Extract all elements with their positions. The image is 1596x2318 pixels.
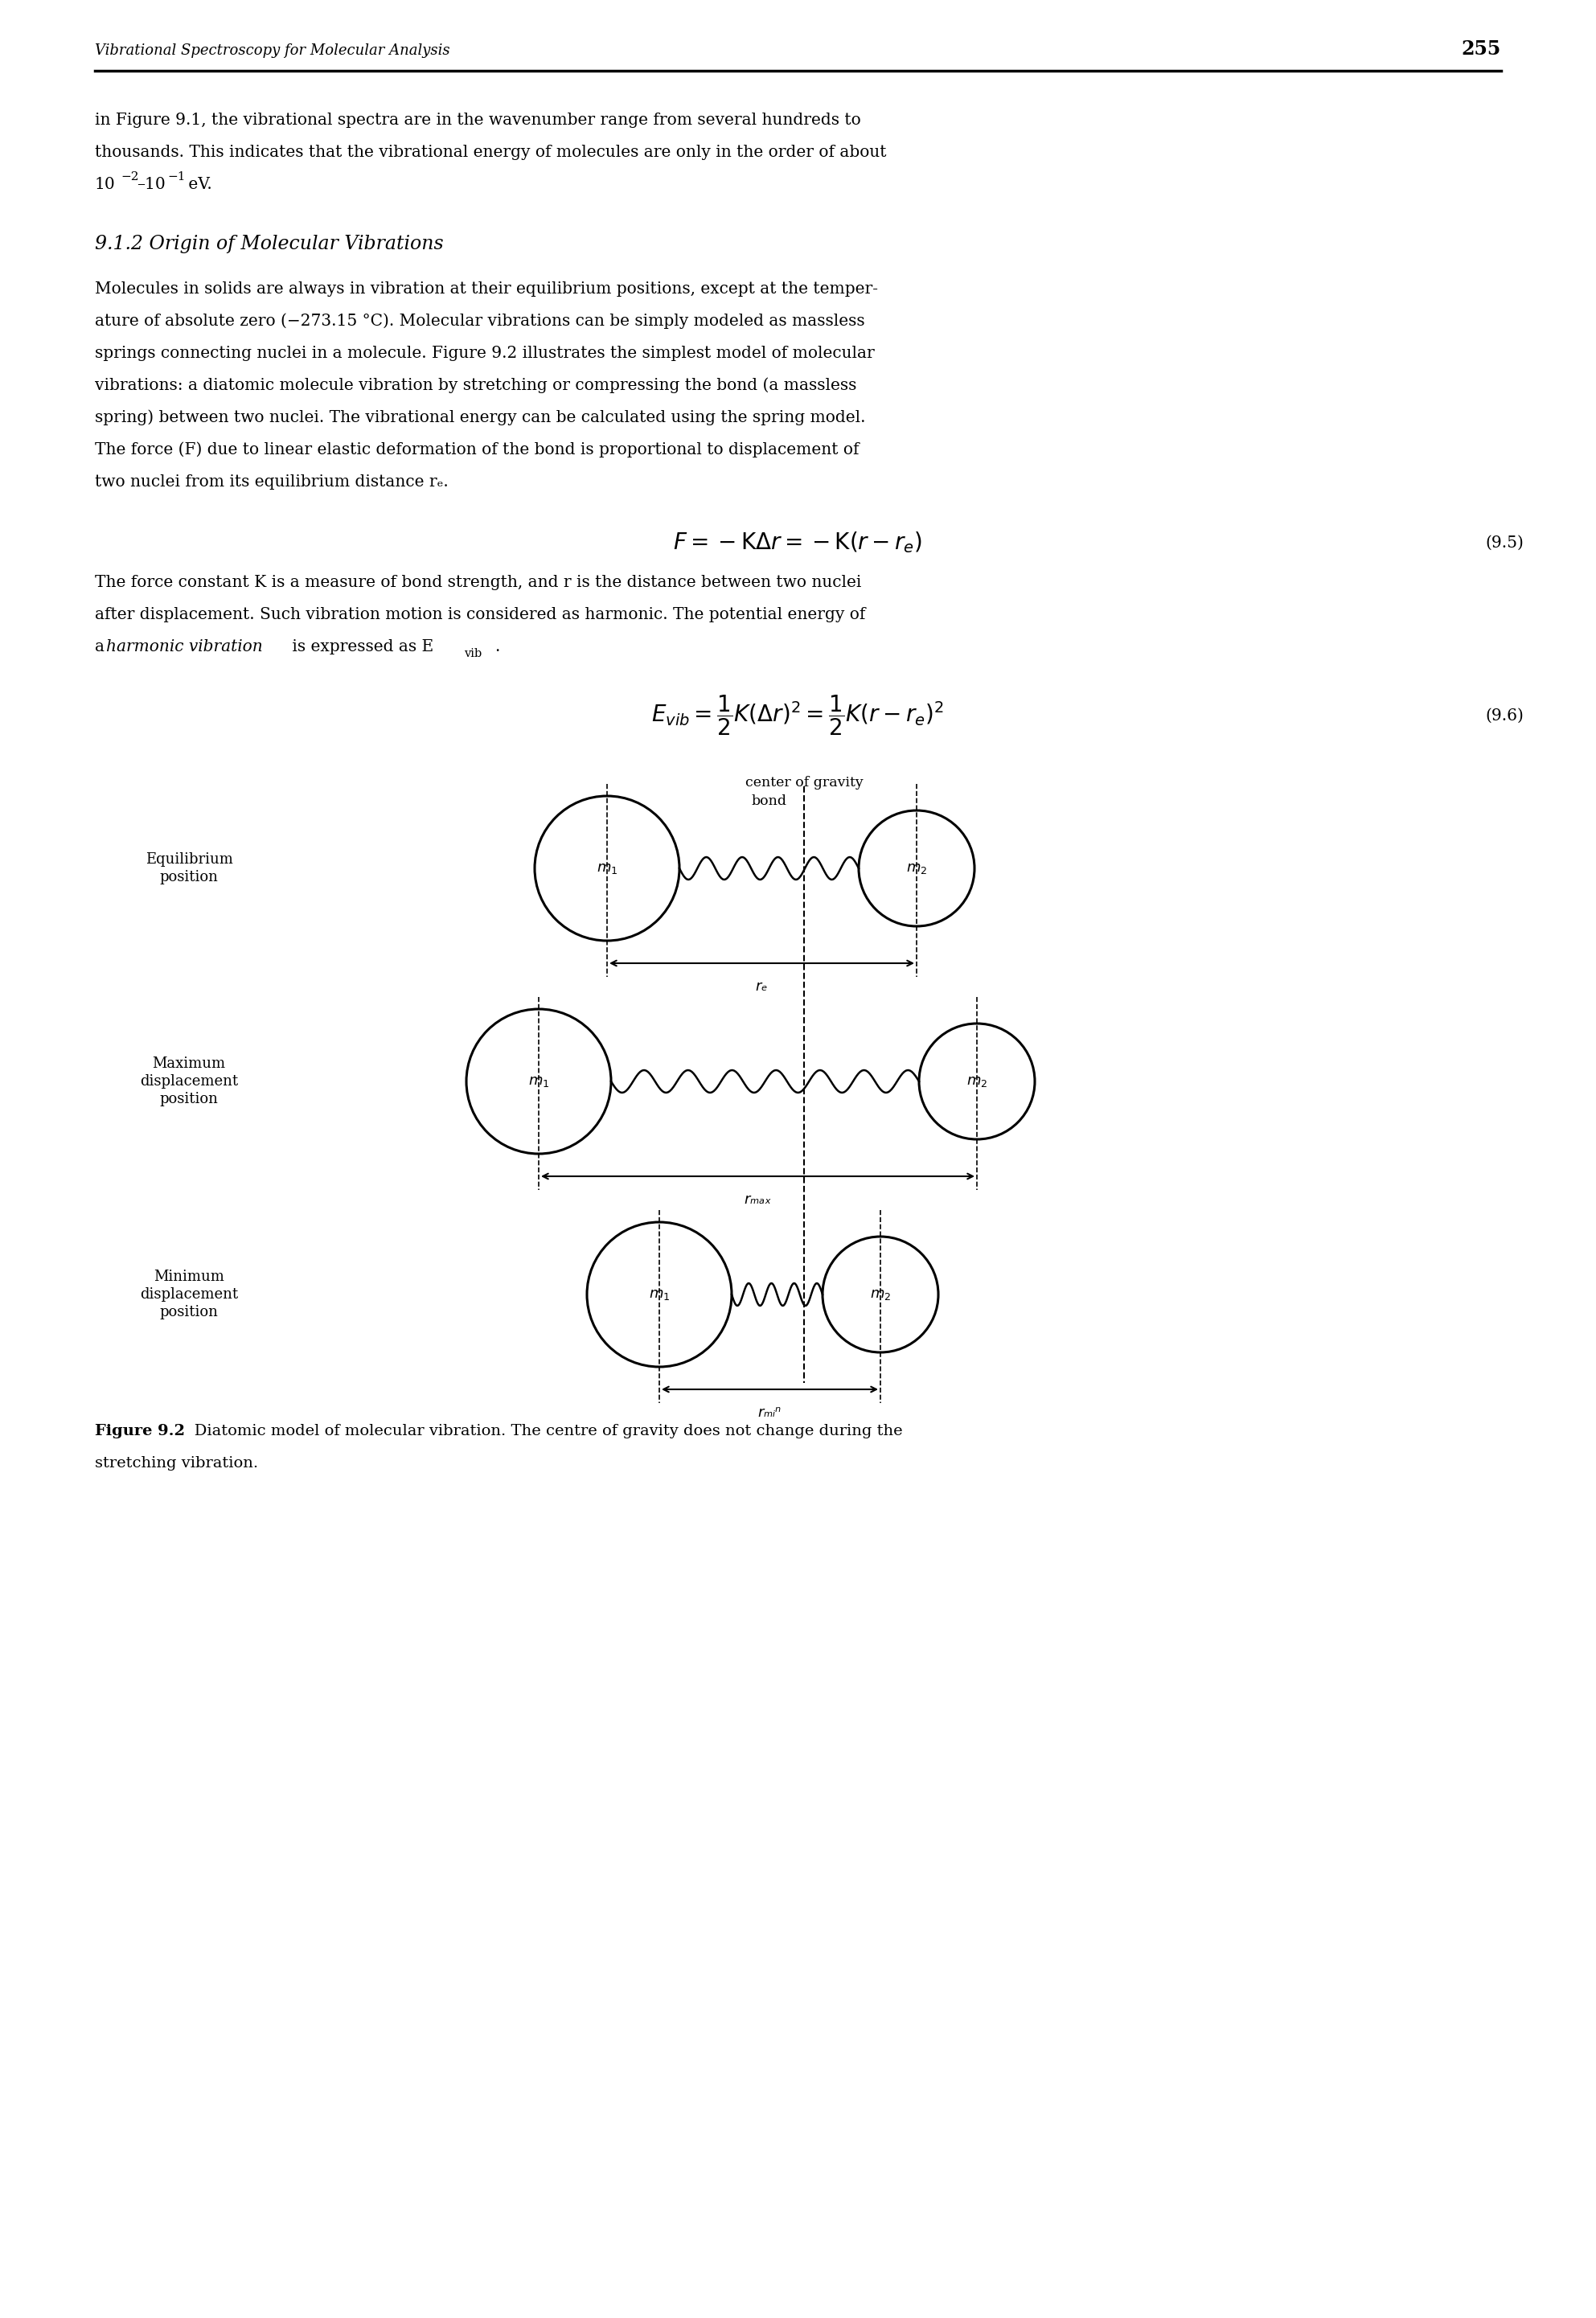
Text: vibrations: a diatomic molecule vibration by stretching or compressing the bond : vibrations: a diatomic molecule vibratio… [94,378,857,394]
Text: spring) between two nuclei. The vibrational energy can be calculated using the s: spring) between two nuclei. The vibratio… [94,410,865,424]
Text: $rₑ$: $rₑ$ [755,978,768,994]
Text: in Figure 9.1, the vibrational spectra are in the wavenumber range from several : in Figure 9.1, the vibrational spectra a… [94,114,860,127]
Text: Diatomic model of molecular vibration. The centre of gravity does not change dur: Diatomic model of molecular vibration. T… [179,1423,903,1439]
Text: is expressed as E: is expressed as E [287,640,434,654]
Text: The force (F) due to linear elastic deformation of the bond is proportional to d: The force (F) due to linear elastic defo… [94,443,859,457]
Text: $rₘₐₓ$: $rₘₐₓ$ [744,1191,772,1208]
Text: thousands. This indicates that the vibrational energy of molecules are only in t: thousands. This indicates that the vibra… [94,144,886,160]
Text: eV.: eV. [184,176,212,192]
Text: two nuclei from its equilibrium distance rₑ.: two nuclei from its equilibrium distance… [94,475,448,489]
Text: $E_{vib} = \dfrac{1}{2}K(\Delta r)^2 = \dfrac{1}{2}K(r - r_e)^2$: $E_{vib} = \dfrac{1}{2}K(\Delta r)^2 = \… [651,693,943,737]
Text: after displacement. Such vibration motion is considered as harmonic. The potenti: after displacement. Such vibration motio… [94,607,865,621]
Text: The force constant K is a measure of bond strength, and r is the distance betwee: The force constant K is a measure of bon… [94,575,862,591]
Text: $rₘᵢⁿ$: $rₘᵢⁿ$ [758,1405,782,1421]
Text: 9.1.2 Origin of Molecular Vibrations: 9.1.2 Origin of Molecular Vibrations [94,234,444,253]
Text: vib: vib [464,649,482,658]
Text: −2: −2 [121,172,139,183]
Text: center of gravity: center of gravity [745,777,863,790]
Text: 10: 10 [94,176,115,192]
Text: stretching vibration.: stretching vibration. [94,1456,259,1470]
Text: ature of absolute zero (−273.15 °C). Molecular vibrations can be simply modeled : ature of absolute zero (−273.15 °C). Mol… [94,313,865,329]
Text: Figure 9.2: Figure 9.2 [94,1423,185,1439]
Text: $m_1$: $m_1$ [597,860,618,876]
Text: $F = -\mathrm{K}\Delta r = -\mathrm{K}(r - r_e)$: $F = -\mathrm{K}\Delta r = -\mathrm{K}(r… [674,531,922,554]
Text: Vibrational Spectroscopy for Molecular Analysis: Vibrational Spectroscopy for Molecular A… [94,44,450,58]
Text: −1: −1 [168,172,185,183]
Text: Molecules in solids are always in vibration at their equilibrium positions, exce: Molecules in solids are always in vibrat… [94,280,878,297]
Text: harmonic vibration: harmonic vibration [105,640,263,654]
Text: Maximum
displacement
position: Maximum displacement position [140,1057,238,1106]
Text: –10: –10 [137,176,166,192]
Text: 255: 255 [1462,39,1502,58]
Text: .: . [495,640,500,654]
Text: $m_2$: $m_2$ [966,1073,988,1089]
Text: $m_2$: $m_2$ [870,1286,891,1303]
Text: Minimum
displacement
position: Minimum displacement position [140,1270,238,1319]
Text: $m_1$: $m_1$ [648,1286,670,1303]
Text: bond: bond [752,795,787,809]
Text: springs connecting nuclei in a molecule. Figure 9.2 illustrates the simplest mod: springs connecting nuclei in a molecule.… [94,345,875,362]
Text: $m_1$: $m_1$ [528,1073,549,1089]
Text: Equilibrium
position: Equilibrium position [145,853,233,885]
Text: (9.5): (9.5) [1484,535,1524,549]
Text: (9.6): (9.6) [1484,707,1524,723]
Text: a: a [94,640,110,654]
Text: $m_2$: $m_2$ [907,860,927,876]
